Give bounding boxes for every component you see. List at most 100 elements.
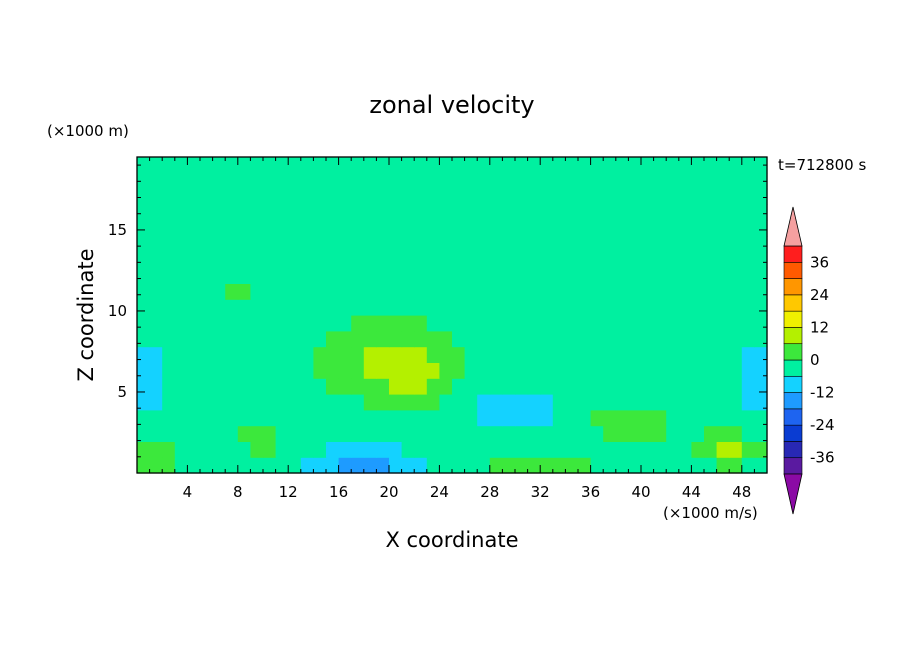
- field-cell: [678, 346, 692, 363]
- field-cell: [603, 315, 617, 332]
- field-cell: [477, 409, 491, 427]
- field-cell: [628, 425, 642, 442]
- field-cell: [439, 299, 453, 316]
- field-cell: [527, 172, 541, 190]
- field-cell: [678, 362, 692, 379]
- field-cell: [641, 188, 655, 205]
- field-cell: [590, 441, 604, 458]
- colorbar-band: [783, 343, 803, 361]
- field-cell: [540, 283, 554, 300]
- colorbar-band: [783, 375, 803, 393]
- field-cell: [162, 346, 176, 363]
- field-cell: [641, 425, 655, 442]
- field-cell: [313, 188, 327, 205]
- field-cell: [666, 394, 680, 411]
- field-cell: [237, 346, 251, 363]
- field-cell: [452, 378, 466, 395]
- field-cell: [603, 441, 617, 458]
- field-cell: [729, 299, 743, 316]
- field-cell: [250, 362, 264, 379]
- field-cell: [137, 330, 151, 348]
- field-cell: [288, 267, 302, 284]
- field-cell: [552, 220, 566, 237]
- field-cell: [615, 251, 629, 269]
- field-cell: [628, 283, 642, 300]
- field-cell: [603, 283, 617, 300]
- field-cell: [540, 378, 554, 395]
- field-cell: [729, 267, 743, 284]
- field-cell: [502, 346, 516, 363]
- field-cell: [250, 157, 264, 174]
- field-cell: [149, 204, 163, 221]
- field-cell: [439, 394, 453, 411]
- field-cell: [250, 188, 264, 205]
- field-cell: [754, 157, 768, 174]
- field-cell: [603, 346, 617, 363]
- field-cell: [326, 157, 340, 174]
- field-cell: [187, 172, 201, 190]
- field-cell: [515, 204, 529, 221]
- field-cell: [288, 188, 302, 205]
- field-cell: [527, 220, 541, 237]
- field-cell: [754, 188, 768, 205]
- field-cell: [200, 441, 214, 458]
- field-cell: [300, 188, 314, 205]
- field-cell: [489, 172, 503, 190]
- field-cell: [300, 315, 314, 332]
- field-cell: [376, 267, 390, 284]
- field-cell: [187, 283, 201, 300]
- x-tick-label: 44: [682, 483, 701, 501]
- field-cell: [741, 188, 755, 205]
- field-cell: [691, 362, 705, 379]
- field-cell: [401, 346, 415, 363]
- field-cell: [237, 315, 251, 332]
- field-cell: [338, 362, 352, 379]
- field-cell: [552, 251, 566, 269]
- field-cell: [187, 157, 201, 174]
- field-cell: [376, 251, 390, 269]
- field-cell: [515, 315, 529, 332]
- field-cell: [452, 362, 466, 379]
- y-unit-label: (×1000 m): [47, 122, 129, 140]
- field-cell: [666, 204, 680, 221]
- field-cell: [389, 457, 403, 474]
- field-cell: [275, 378, 289, 395]
- field-cell: [351, 457, 365, 474]
- field-cell: [691, 283, 705, 300]
- field-cell: [363, 157, 377, 174]
- field-cell: [527, 330, 541, 348]
- field-cell: [489, 236, 503, 253]
- field-cell: [250, 315, 264, 332]
- field-cell: [187, 204, 201, 221]
- field-cell: [565, 299, 579, 316]
- field-cell: [565, 188, 579, 205]
- field-cell: [237, 220, 251, 237]
- field-cell: [615, 330, 629, 348]
- field-cell: [565, 315, 579, 332]
- field-cell: [137, 425, 151, 442]
- field-cell: [628, 299, 642, 316]
- field-cell: [389, 267, 403, 284]
- field-cell: [452, 172, 466, 190]
- field-cell: [174, 330, 188, 348]
- field-cell: [313, 204, 327, 221]
- field-cell: [477, 283, 491, 300]
- field-cell: [653, 362, 667, 379]
- field-cell: [691, 330, 705, 348]
- field-cell: [338, 441, 352, 458]
- field-cell: [552, 267, 566, 284]
- field-cell: [263, 267, 277, 284]
- field-cell: [540, 251, 554, 269]
- field-cell: [603, 362, 617, 379]
- field-cell: [326, 251, 340, 269]
- field-cell: [628, 220, 642, 237]
- field-cell: [565, 362, 579, 379]
- field-cell: [628, 441, 642, 458]
- colorbar-band: [783, 245, 803, 263]
- field-cell: [376, 188, 390, 205]
- field-cell: [225, 188, 239, 205]
- field-cell: [502, 362, 516, 379]
- field-cell: [250, 457, 264, 474]
- field-cell: [250, 283, 264, 300]
- field-cell: [174, 425, 188, 442]
